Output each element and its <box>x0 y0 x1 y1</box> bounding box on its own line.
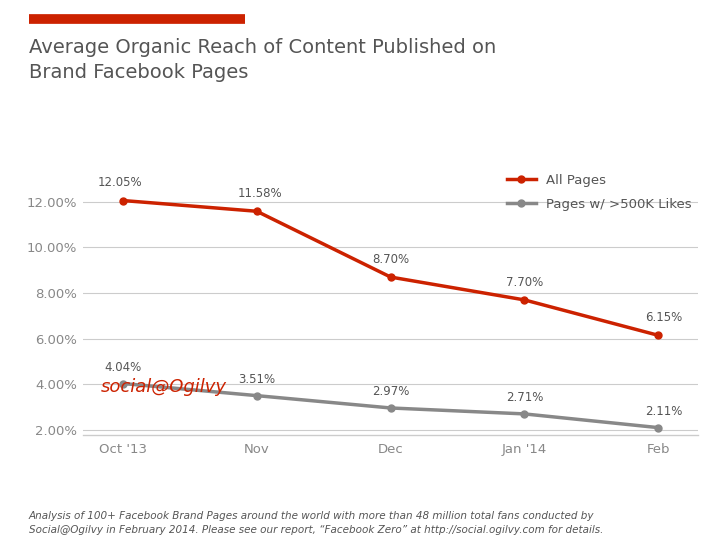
Text: 6.15%: 6.15% <box>645 311 683 324</box>
Text: 4.04%: 4.04% <box>104 361 142 374</box>
Legend: All Pages, Pages w/ >500K Likes: All Pages, Pages w/ >500K Likes <box>507 174 692 211</box>
Text: 2.11%: 2.11% <box>645 405 683 418</box>
Text: 2.71%: 2.71% <box>505 391 543 404</box>
Text: Average Organic Reach of Content Published on
Brand Facebook Pages: Average Organic Reach of Content Publish… <box>29 38 496 82</box>
Text: Analysis of 100+ Facebook Brand Pages around the world with more than 48 million: Analysis of 100+ Facebook Brand Pages ar… <box>29 511 603 535</box>
Text: 12.05%: 12.05% <box>98 177 143 190</box>
Text: 7.70%: 7.70% <box>506 276 543 289</box>
Text: 3.51%: 3.51% <box>238 373 275 386</box>
Text: 11.58%: 11.58% <box>237 187 282 200</box>
Text: 8.70%: 8.70% <box>372 253 409 266</box>
Text: 2.97%: 2.97% <box>372 385 409 398</box>
Text: social@Ogilvy: social@Ogilvy <box>102 377 228 396</box>
